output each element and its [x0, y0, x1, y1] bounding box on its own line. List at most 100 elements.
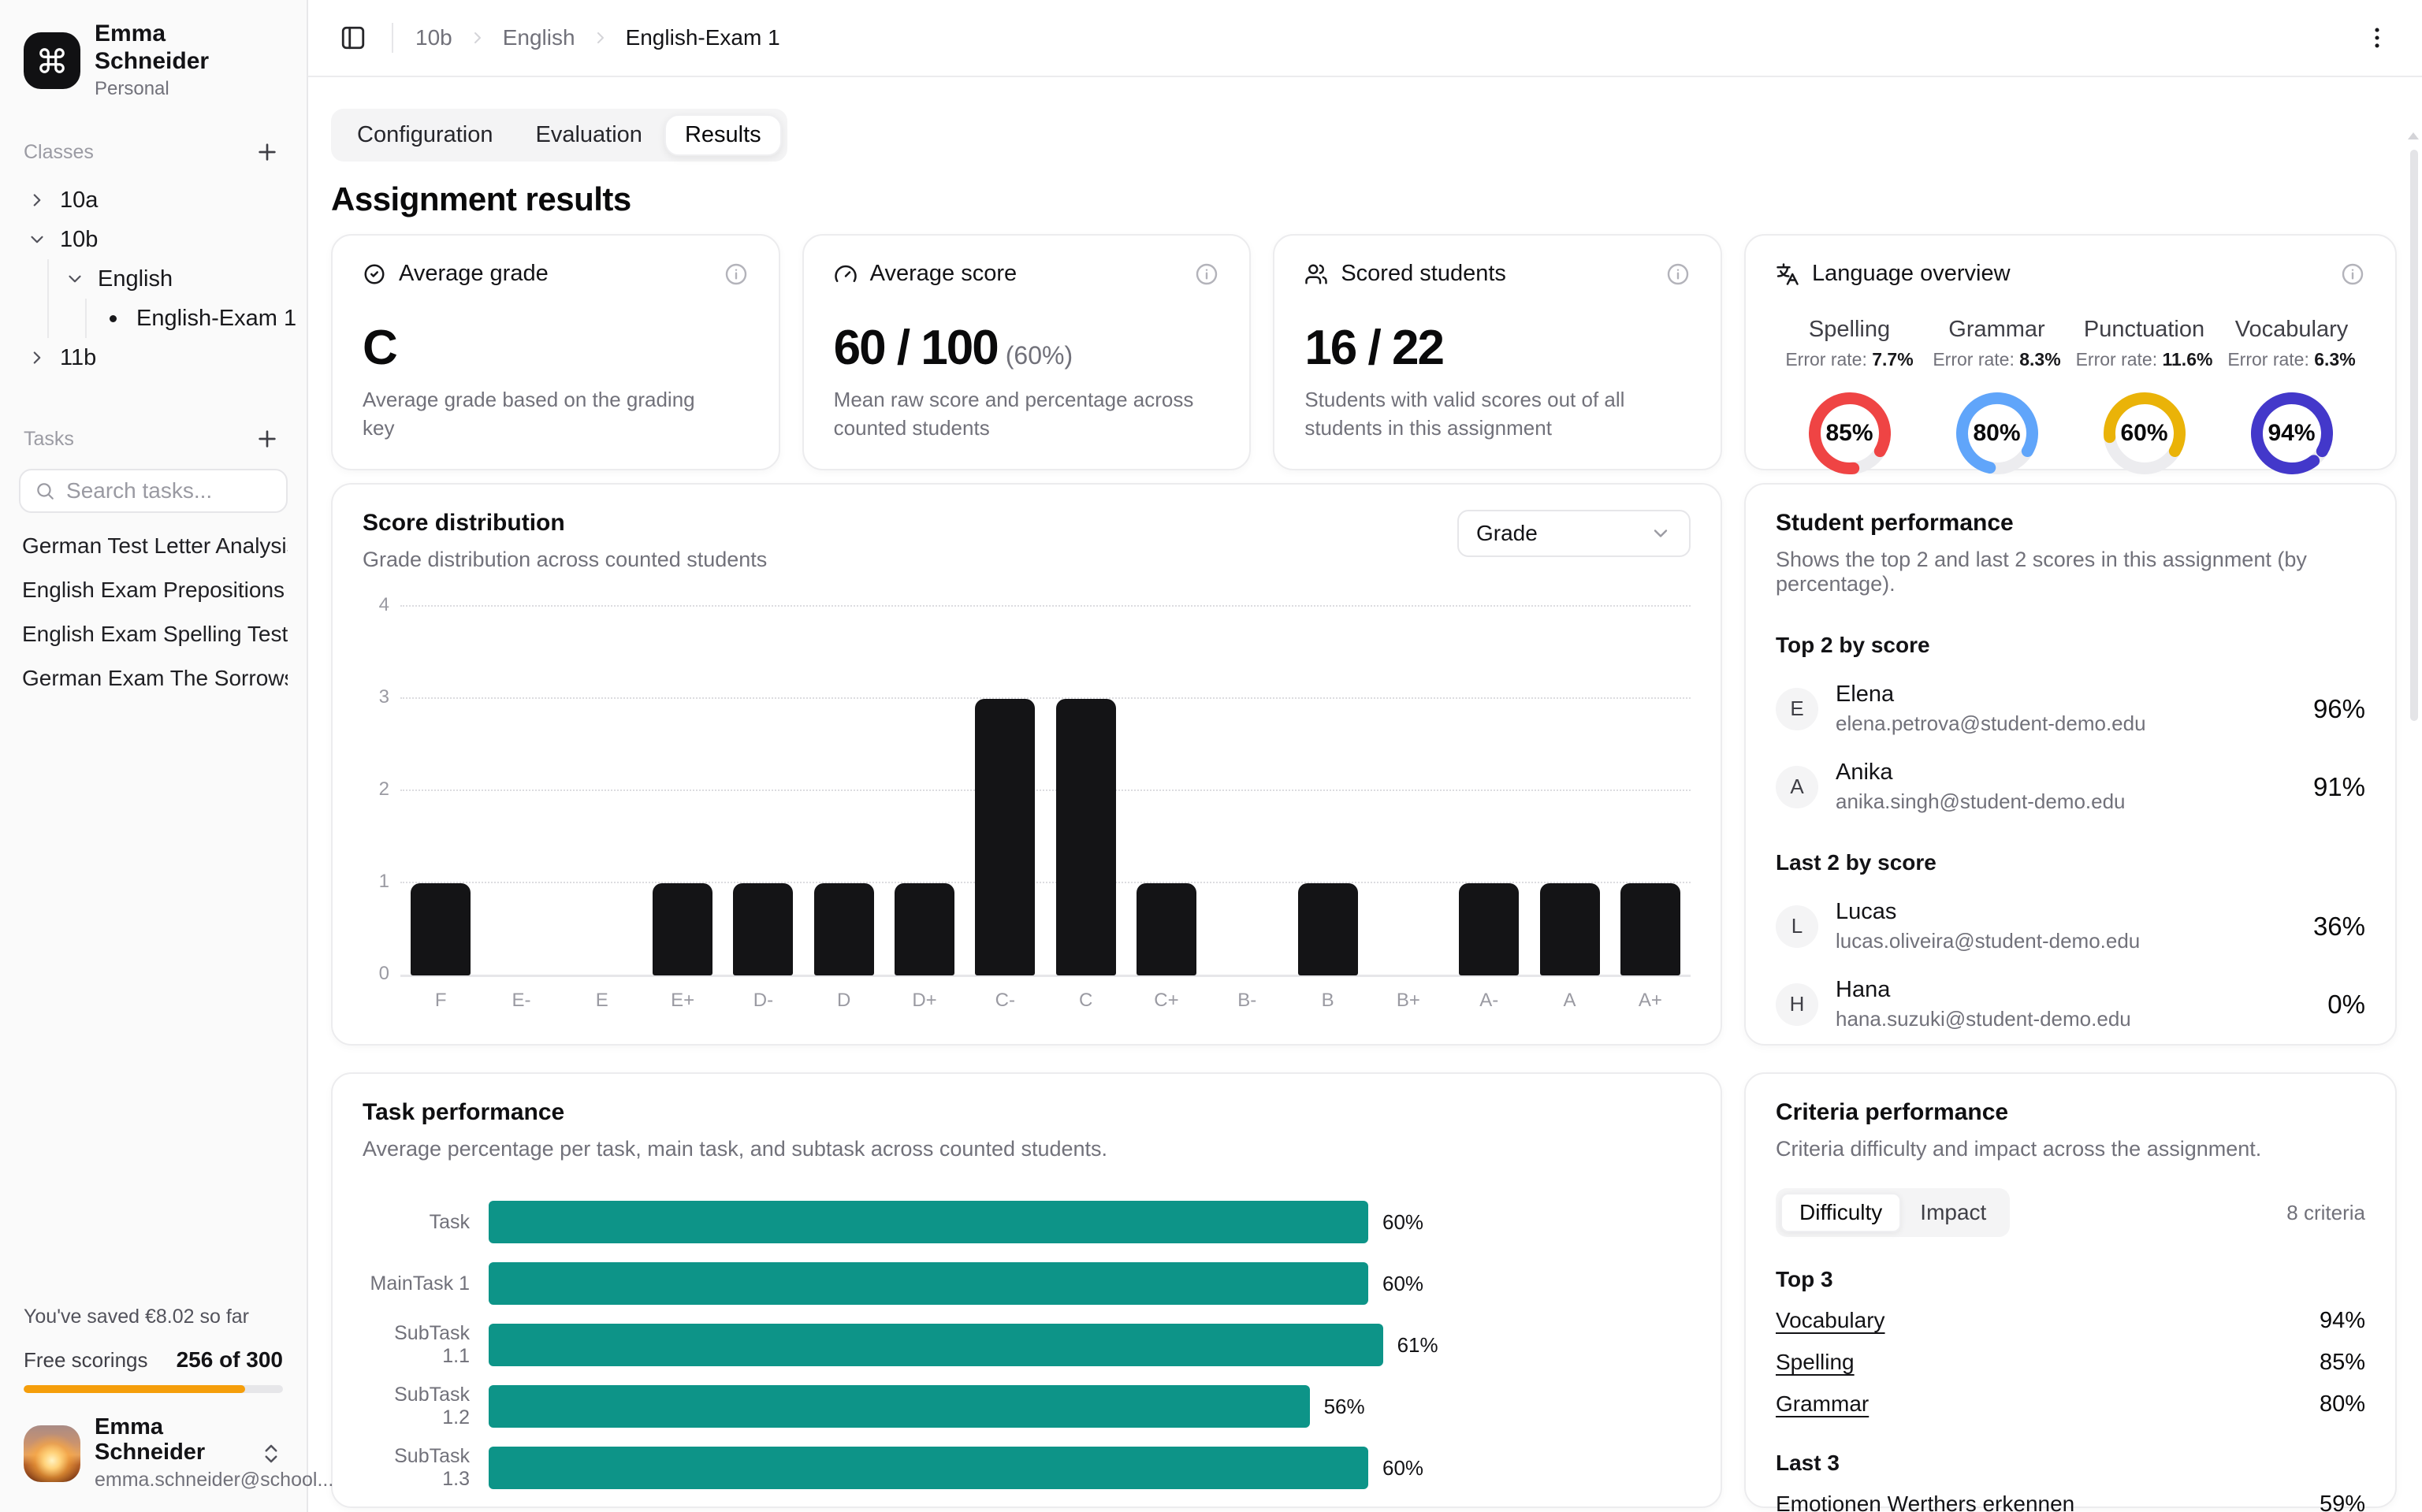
task-bar-label: Task [429, 1210, 470, 1233]
x-tick-label: E- [512, 990, 531, 1011]
task-bar-label: SubTask 1.2 [394, 1384, 470, 1428]
average-grade-description: Average grade based on the grading key [363, 388, 695, 440]
task-bar-row: MainTask 1 60% [363, 1262, 1691, 1305]
average-grade-value: C [363, 321, 398, 375]
workspace-logo [24, 32, 80, 89]
y-tick-label: 0 [378, 963, 389, 984]
sidebar-item-10b[interactable]: 10b [20, 220, 291, 259]
info-icon[interactable] [724, 262, 749, 287]
tab-configuration[interactable]: Configuration [337, 114, 514, 156]
sidebar-toggle-button[interactable] [337, 21, 370, 54]
student-performance-title: Student performance [1776, 510, 2014, 536]
sidebar-item-10a[interactable]: 10a [20, 180, 291, 220]
bar-D- [733, 883, 794, 975]
task-bar-value: 56% [1323, 1394, 1365, 1418]
workspace-header[interactable]: Emma Schneider Personal [0, 0, 307, 100]
info-icon[interactable] [2340, 262, 2365, 287]
search-icon [37, 483, 54, 500]
donut-ring [1808, 392, 1891, 474]
avatar: L [1776, 905, 1818, 948]
plus-icon [259, 143, 276, 161]
bottom-row: Task performance Average percentage per … [331, 1072, 2397, 1512]
donut-percent-label: 60% [2120, 420, 2168, 446]
student-list-item[interactable]: H Hana hana.suzuki@student-demo.edu 0% [1776, 977, 2365, 1031]
workspace-type: Personal [95, 78, 169, 99]
y-tick-label: 3 [378, 686, 389, 708]
bar-slot [642, 883, 723, 975]
scrollbar-thumb[interactable] [2410, 150, 2418, 721]
tab-evaluation[interactable]: Evaluation [515, 114, 663, 156]
tree-item-label: 10a [60, 187, 99, 213]
breadcrumb-item[interactable]: English [502, 25, 575, 50]
grade-dropdown[interactable]: Grade [1457, 510, 1691, 557]
language-metric-spelling: Spelling Error rate: 7.7% 85% [1776, 317, 1923, 474]
average-score-card: Average score 60 / 100 (60%) Mean raw sco… [802, 234, 1252, 470]
task-bar [489, 1447, 1368, 1489]
charts-row: Score distribution Grade distribution ac… [331, 483, 2397, 1046]
task-bar-value: 60% [1382, 1209, 1424, 1234]
chevrons-up-down-icon [259, 1442, 283, 1466]
toggle-impact-button[interactable]: Impact [1901, 1193, 2005, 1232]
sidebar-item-english-exam-1[interactable]: English-Exam 1 [96, 299, 296, 338]
criteria-link[interactable]: Spelling [1776, 1350, 1855, 1374]
add-task-button[interactable] [251, 423, 283, 455]
bar-B [1297, 883, 1358, 975]
bar-slot [884, 883, 965, 975]
criteria-link[interactable]: Emotionen Werthers erkennen [1776, 1492, 2075, 1512]
workspace-meta: Emma Schneider Personal [95, 20, 283, 100]
bar-A [1539, 883, 1600, 975]
bar-slot [1529, 883, 1609, 975]
card-header: Scored students [1304, 261, 1691, 287]
student-meta: Elena elena.petrova@student-demo.edu [1836, 682, 2146, 736]
criteria-link[interactable]: Vocabulary [1776, 1308, 1885, 1332]
panel-left-icon [341, 26, 365, 50]
breadcrumb-item[interactable]: 10b [415, 25, 452, 50]
tab-results[interactable]: Results [664, 114, 782, 156]
user-name: Emma Schneider [95, 1414, 206, 1466]
language-metric-punctuation: Punctuation Error rate: 11.6% 60% [2070, 317, 2218, 474]
breadcrumb-separator-icon [468, 28, 487, 47]
tree-item-label: 10b [60, 226, 99, 252]
gridline [400, 882, 1691, 883]
info-icon[interactable] [1665, 262, 1691, 287]
chevron [33, 194, 41, 206]
student-name: Anika [1836, 760, 1893, 785]
free-scorings-row: Free scorings 256 of 300 [24, 1347, 283, 1373]
last-by-score-label: Last 2 by score [1776, 850, 1936, 875]
search-tasks-input[interactable] [66, 478, 272, 503]
sidebar-footer: You've saved €8.02 so far Free scorings … [0, 1287, 333, 1512]
task-list-item[interactable]: English Exam Spelling Test [22, 622, 288, 646]
free-scorings-progress [24, 1385, 283, 1394]
task-list-item[interactable]: English Exam Prepositions [22, 578, 285, 602]
avatar: A [1776, 765, 1818, 808]
student-list-item[interactable]: E Elena elena.petrova@student-demo.edu 96% [1776, 682, 2365, 736]
info-icon[interactable] [1194, 262, 1219, 287]
task-list-item[interactable]: German Test Letter Analysis 10b [22, 533, 288, 558]
student-list-item[interactable]: L Lucas lucas.oliveira@student-demo.edu 36% [1776, 899, 2365, 953]
x-tick-label: D [837, 990, 851, 1011]
scrollbar-up-arrow[interactable] [2408, 132, 2419, 139]
toggle-difficulty-button[interactable]: Difficulty [1780, 1193, 1902, 1232]
add-class-button[interactable] [251, 136, 283, 168]
languages-icon [1776, 262, 1799, 286]
student-list-item[interactable]: A Anika anika.singh@student-demo.edu 91% [1776, 760, 2365, 814]
student-meta: Lucas lucas.oliveira@student-demo.edu [1836, 899, 2140, 953]
tree-item-label: English [98, 266, 173, 292]
donut-ring [2250, 392, 2333, 474]
scored-students-value: 16 / 22 [1304, 321, 1445, 375]
scored-students-description: Students with valid scores out of all st… [1304, 388, 1625, 440]
sidebar-item-11b[interactable]: 11b [20, 338, 291, 377]
criteria-link[interactable]: Grammar [1776, 1391, 1870, 1416]
more-options-button[interactable] [2364, 24, 2390, 51]
sidebar-item-english[interactable]: English [58, 259, 291, 299]
language-metric-label: Grammar [1948, 317, 2045, 342]
card-header: Language overview [1776, 261, 2365, 287]
users-icon [1304, 262, 1328, 286]
criteria-value: 80% [2319, 1391, 2365, 1417]
student-score: 91% [2312, 771, 2365, 801]
account-switcher[interactable]: Emma Schneider emma.schneider@school... [24, 1414, 333, 1492]
task-list-item[interactable]: German Exam The Sorrows of Y... [22, 666, 288, 690]
topbar: 10b English English-Exam 1 [308, 0, 2422, 77]
breadcrumb-separator-icon [591, 28, 610, 47]
criteria-top-list: Vocabulary 94% Spelling 85% Grammar 80% [1776, 1308, 2365, 1417]
